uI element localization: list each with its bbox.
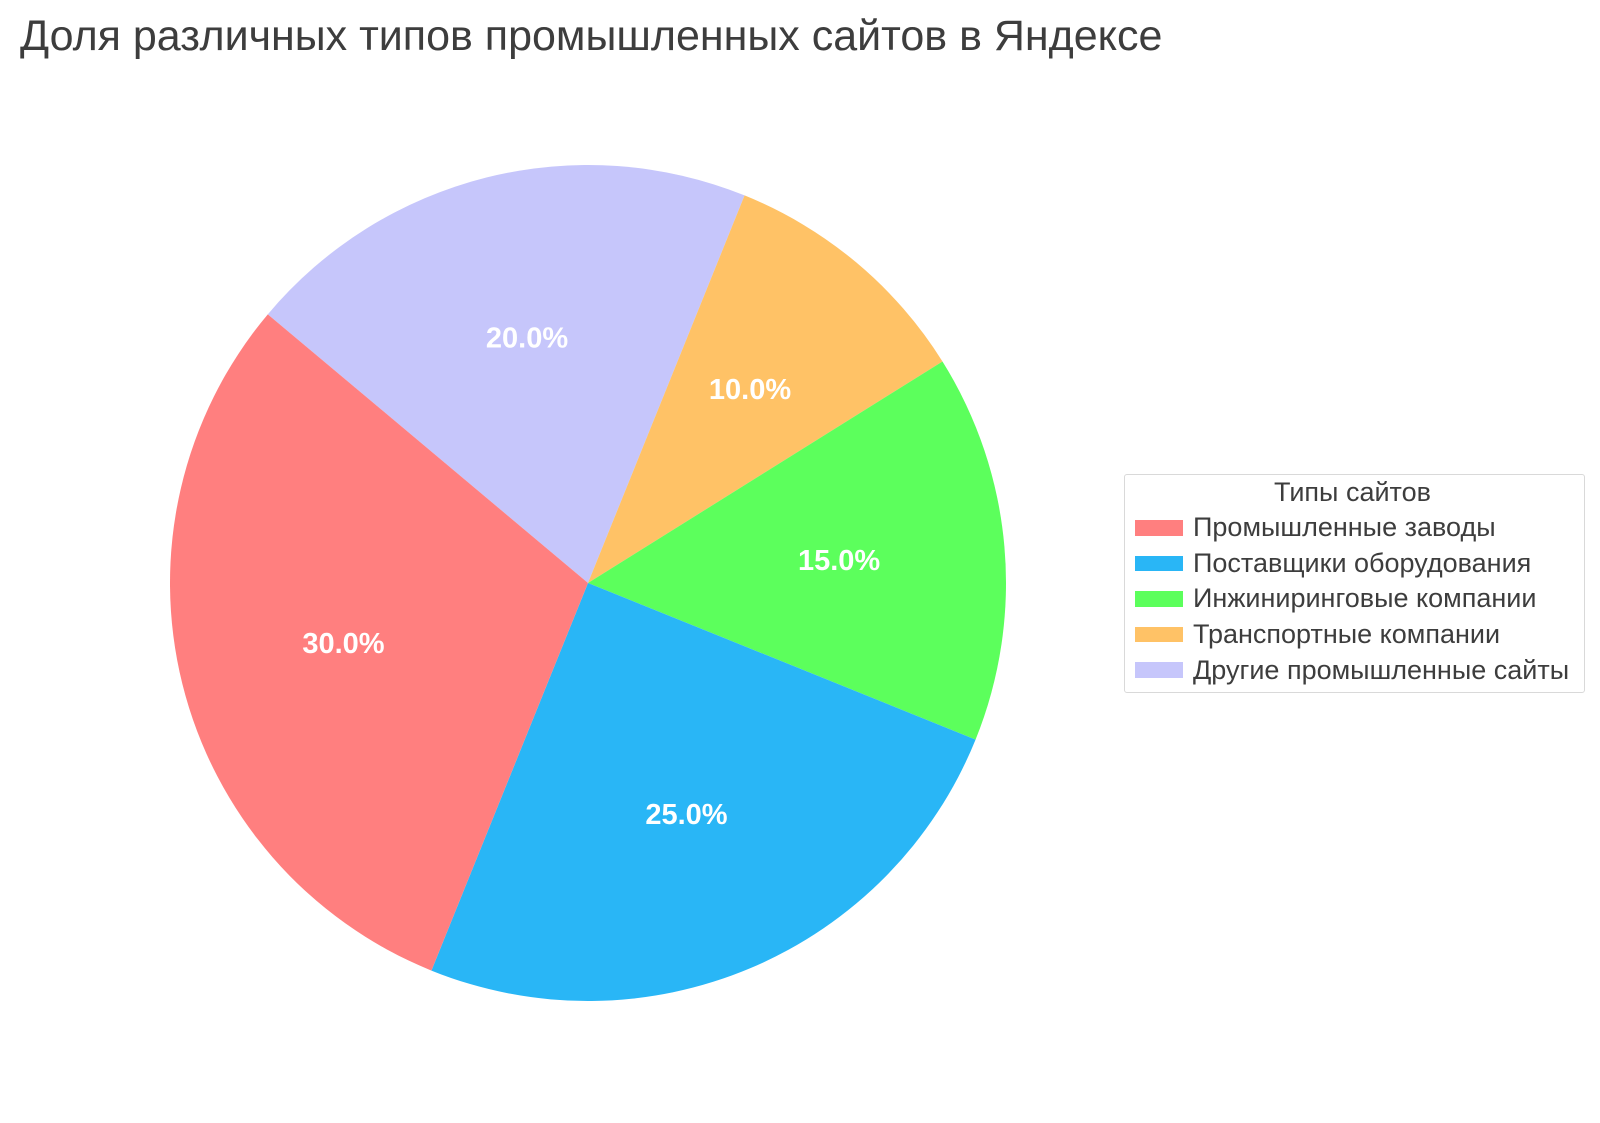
- svg-text:30.0%: 30.0%: [302, 628, 384, 660]
- svg-text:25.0%: 25.0%: [645, 799, 727, 831]
- svg-text:10.0%: 10.0%: [709, 374, 791, 406]
- svg-text:20.0%: 20.0%: [486, 322, 568, 354]
- svg-text:15.0%: 15.0%: [798, 545, 880, 577]
